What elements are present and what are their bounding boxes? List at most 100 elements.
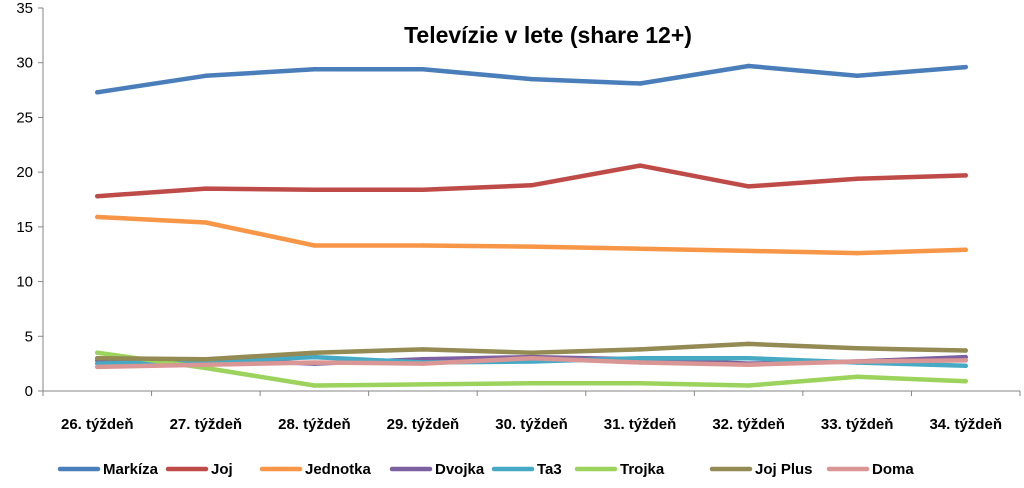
y-tick-label: 0 (25, 383, 33, 400)
data-point (637, 347, 643, 352)
data-point (746, 248, 751, 254)
legend-label: Markíza (103, 461, 159, 478)
data-point (746, 341, 751, 347)
x-tick-label: 27. týždeň (170, 416, 243, 433)
data-point (637, 355, 643, 361)
y-tick-label: 5 (25, 328, 33, 345)
x-tick-label: 31. týždeň (604, 416, 677, 433)
y-tick-label: 20 (16, 164, 33, 181)
data-point (203, 73, 209, 79)
data-point (854, 250, 860, 256)
x-tick-label: 33. týždeň (821, 416, 894, 433)
series-joj (95, 163, 968, 199)
data-point (420, 382, 426, 387)
data-point (529, 76, 534, 82)
data-point (746, 184, 751, 189)
data-point (420, 67, 426, 72)
legend-item: Trojka (574, 461, 665, 478)
data-point (529, 244, 534, 249)
data-point (203, 220, 209, 225)
data-point (637, 360, 643, 365)
legend-label: Dvojka (435, 461, 485, 478)
y-tick-label: 25 (16, 109, 33, 126)
data-point (312, 187, 317, 192)
y-tick-label: 10 (16, 274, 33, 291)
data-point (963, 173, 968, 178)
data-point (312, 243, 317, 248)
legend-item: Jednotka (259, 461, 372, 478)
legend-item: Joj (165, 461, 233, 478)
data-point (529, 381, 534, 386)
data-point (854, 176, 860, 181)
data-point (95, 364, 100, 370)
data-point (637, 81, 643, 86)
data-point (746, 362, 751, 367)
x-tick-label: 34. týždeň (929, 416, 1002, 433)
data-point (746, 63, 751, 69)
legend-item: Ta3 (491, 461, 562, 478)
data-point (637, 163, 643, 168)
data-point (963, 247, 968, 253)
data-point (203, 357, 209, 362)
data-point (203, 186, 209, 191)
series-markíza (95, 63, 968, 95)
y-tick-label: 35 (16, 0, 33, 17)
x-tick-label: 29. týždeň (387, 416, 460, 433)
data-point (529, 350, 534, 355)
x-tick-label: 30. týždeň (495, 416, 568, 433)
data-point (312, 67, 317, 72)
legend-label: Ta3 (537, 461, 562, 478)
data-point (854, 346, 860, 351)
data-point (312, 360, 317, 365)
y-tick-label: 30 (16, 55, 33, 72)
data-point (203, 362, 209, 367)
data-point (95, 350, 100, 355)
series-line (95, 163, 968, 199)
data-point (963, 348, 968, 353)
data-point (95, 194, 100, 199)
data-point (746, 383, 751, 388)
data-point (529, 355, 534, 361)
data-point (420, 243, 426, 248)
series-doma (95, 355, 968, 370)
y-tick-label: 15 (16, 219, 33, 236)
legend-label: Trojka (620, 461, 665, 478)
data-point (854, 73, 860, 79)
data-point (963, 358, 968, 363)
legend-item: Markíza (57, 461, 159, 478)
legend-item: Doma (826, 461, 914, 478)
legend-item: Dvojka (389, 461, 485, 478)
x-tick-label: 28. týždeň (278, 416, 351, 433)
data-point (963, 64, 968, 70)
legend: Markíza Joj Jednotka Dvojka Ta3 Trojka Joj Plu… (57, 461, 914, 478)
x-tick-label: 26. týždeň (61, 416, 134, 433)
data-point (854, 374, 860, 379)
data-point (637, 246, 643, 251)
legend-label: Jednotka (305, 461, 372, 478)
data-point (312, 350, 317, 355)
legend-label: Joj Plus (755, 461, 813, 478)
x-tick-label: 32. týždeň (712, 416, 785, 433)
data-point (529, 183, 534, 188)
data-point (420, 347, 426, 352)
data-point (95, 355, 100, 361)
data-point (95, 214, 100, 220)
data-point (312, 383, 317, 388)
series-joj-plus (95, 341, 968, 362)
chart-title: Televízie v lete (share 12+) (404, 22, 692, 48)
series-layer (95, 63, 968, 388)
series-jednotka (95, 214, 968, 256)
legend-label: Doma (872, 461, 914, 478)
data-point (963, 363, 968, 369)
data-point (312, 354, 317, 360)
series-trojka (95, 350, 968, 388)
axes: 0 5 10 15 20 25 30 35 26. týždeň 27. týždeň 28. tý… (16, 0, 1021, 433)
data-point (420, 361, 426, 366)
legend-label: Joj (211, 461, 233, 478)
data-point (420, 187, 426, 192)
data-point (746, 355, 751, 361)
legend-item: Joj Plus (709, 461, 813, 478)
data-point (963, 378, 968, 384)
data-point (95, 90, 100, 95)
